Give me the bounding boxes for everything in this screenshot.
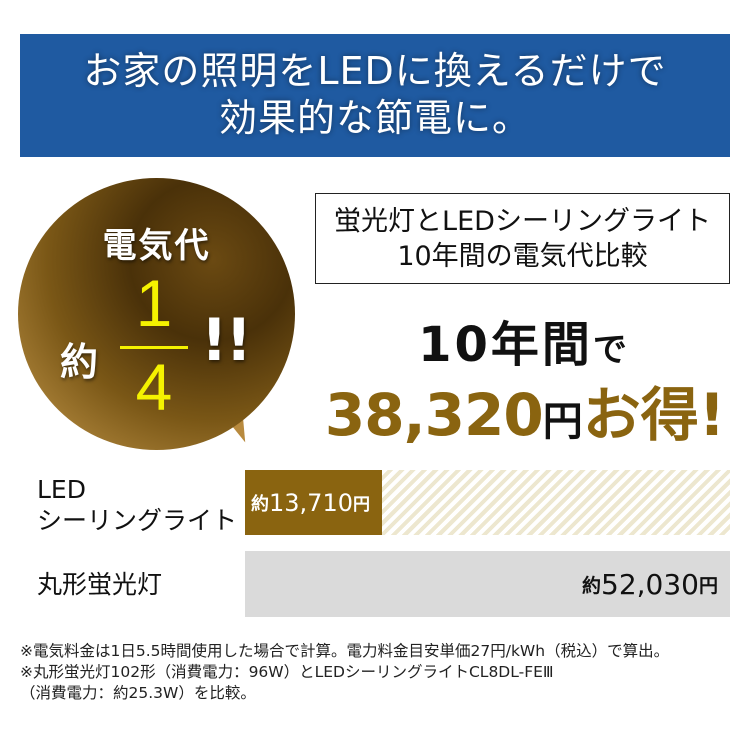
footnote-1: ※電気料金は1日5.5時間使用した場合で計算。電力料金目安単価27円/kWh（税… bbox=[20, 642, 670, 660]
led-label-line-1: LED bbox=[37, 475, 86, 504]
fluorescent-cost-bar: 約 52,030 円 bbox=[245, 551, 730, 617]
footnotes: ※電気料金は1日5.5時間使用した場合で計算。電力料金目安単価27円/kWh（税… bbox=[20, 641, 745, 704]
fluorescent-cost-unit: 円 bbox=[698, 574, 718, 597]
footnote-3: （消費電力：約25.3W）を比較。 bbox=[20, 684, 256, 702]
fluorescent-row-label: 丸形蛍光灯 bbox=[37, 570, 163, 599]
fluorescent-cost-prefix: 約 bbox=[581, 574, 601, 597]
savings-currency: 円 bbox=[542, 399, 583, 445]
headline-banner: お家の照明をLEDに換えるだけで 効果的な節電に。 bbox=[20, 34, 730, 157]
period-headline: 10年間で bbox=[315, 305, 730, 375]
bubble-title: 電気代 bbox=[102, 226, 211, 266]
savings-headline: 38,320円お得! bbox=[310, 368, 740, 452]
fraction-denominator: 4 bbox=[135, 350, 173, 424]
fraction-bar bbox=[120, 346, 188, 349]
led-cost-unit: 円 bbox=[352, 495, 370, 515]
savings-amount: 38,320 bbox=[324, 381, 544, 449]
comparison-title-line-1: 蛍光灯とLEDシーリングライト bbox=[334, 206, 711, 237]
led-cost-prefix: 約 bbox=[251, 493, 269, 515]
fraction-numerator: 1 bbox=[135, 266, 173, 340]
led-cost-value: 13,710 bbox=[269, 488, 353, 517]
banner-line-2: 効果的な節電に。 bbox=[218, 96, 531, 140]
led-bar-track: 約 13,710 円 bbox=[245, 470, 730, 535]
led-label-line-2: シーリングライト bbox=[37, 506, 238, 535]
savings-speech-bubble: 電気代 約 1 4 !! bbox=[18, 178, 295, 450]
comparison-title-line-2: 10年間の電気代比較 bbox=[397, 241, 648, 272]
fluorescent-cost-value: 52,030 bbox=[601, 567, 699, 601]
comparison-title-box: 蛍光灯とLEDシーリングライト 10年間の電気代比較 bbox=[315, 193, 730, 284]
bubble-exclaim: !! bbox=[201, 306, 252, 374]
period-text: 10年間 bbox=[418, 317, 593, 373]
savings-suffix: お得! bbox=[582, 381, 726, 449]
led-cost-bar: 約 13,710 円 bbox=[245, 470, 382, 535]
banner-line-1: お家の照明をLEDに換えるだけで bbox=[83, 49, 667, 93]
footnote-2: ※丸形蛍光灯102形（消費電力：96W）とLEDシーリングライトCL8DL-FE… bbox=[20, 663, 554, 681]
led-row-label: LED シーリングライト bbox=[37, 474, 237, 536]
period-suffix: で bbox=[592, 330, 627, 370]
bubble-prefix: 約 bbox=[60, 340, 99, 384]
